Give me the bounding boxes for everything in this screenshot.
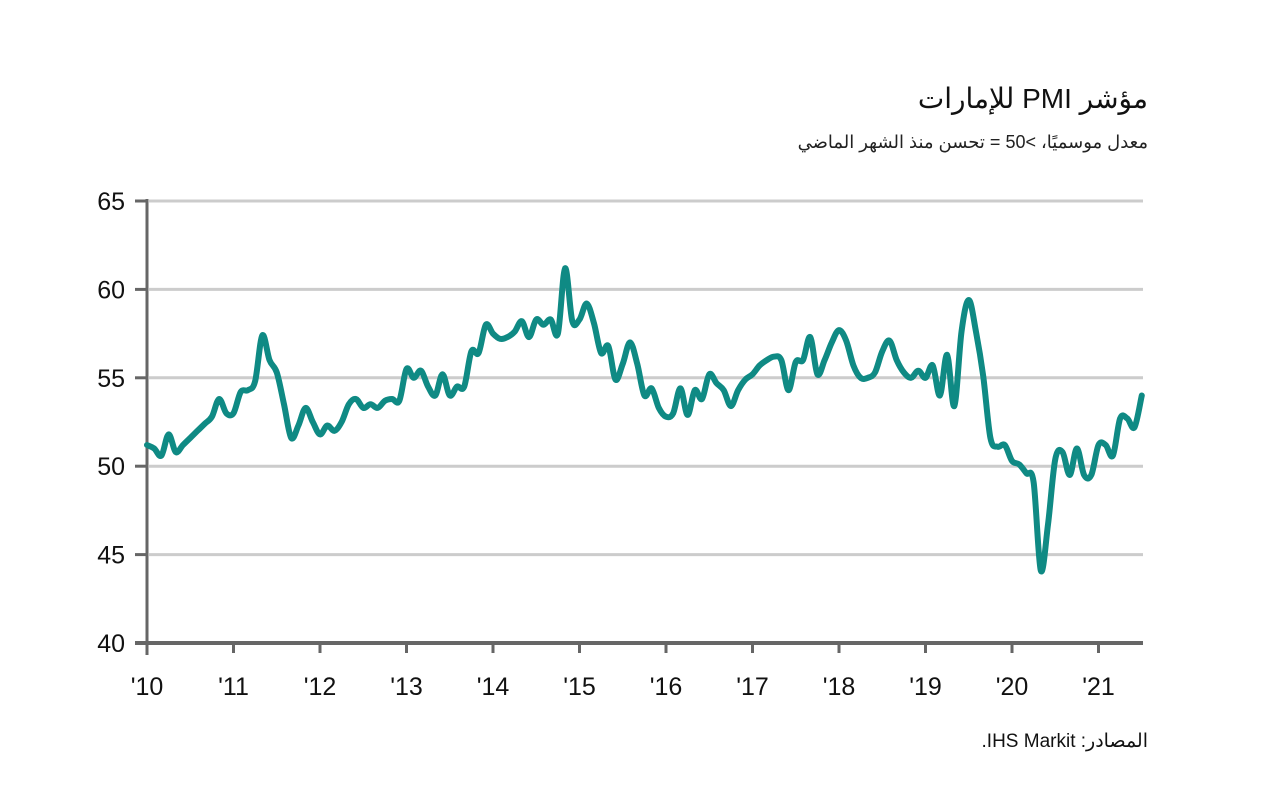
y-axis-ticks: 40 45 50 55 60 65 (97, 188, 147, 658)
x-tick-label: '11 (218, 673, 249, 701)
x-tick-label: '13 (390, 673, 423, 701)
series-group (144, 265, 1145, 575)
x-tick-label: '17 (736, 673, 769, 701)
x-tick-label: '20 (996, 673, 1029, 701)
y-tick-label: 60 (97, 276, 125, 304)
x-tick-label: '10 (131, 673, 164, 701)
y-tick-label: 40 (97, 630, 125, 658)
x-tick-label: '14 (477, 673, 510, 701)
x-tick-label: '21 (1082, 673, 1115, 701)
y-tick-label: 65 (97, 188, 125, 216)
axes (135, 199, 1143, 655)
x-tick-label: '16 (650, 673, 683, 701)
x-tick-label: '12 (304, 673, 337, 701)
series-line-uae-pmi (144, 265, 1145, 575)
y-tick-label: 45 (97, 542, 125, 570)
y-tick-label: 55 (97, 365, 125, 393)
y-tick-label: 50 (97, 453, 125, 481)
chart-title: مؤشر PMI للإمارات (917, 83, 1148, 114)
gridlines (149, 199, 1143, 557)
x-tick-label: '18 (823, 673, 856, 701)
x-axis-ticks: '10 '11 '12 '13 '14 '15 '16 '17 '18 '19 '20 '21 (131, 643, 1115, 701)
x-tick-label: '19 (909, 673, 942, 701)
x-tick-label: '15 (563, 673, 596, 701)
chart-subtitle: معدل موسميًا، >50 = تحسن منذ الشهر الماض… (797, 132, 1148, 152)
source-note: المصادر: IHS Markit. (981, 731, 1148, 752)
